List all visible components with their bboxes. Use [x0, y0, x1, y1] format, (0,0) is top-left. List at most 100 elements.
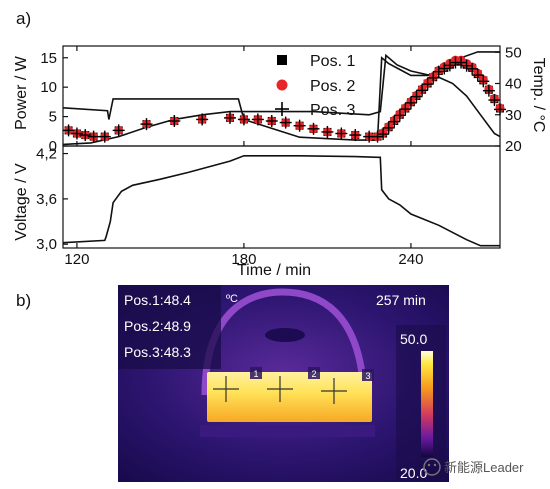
- ambient-temp-curve: [62, 53, 501, 146]
- pos3-point: [87, 130, 100, 143]
- readout-pos2: Pos.2:48.9: [124, 318, 191, 334]
- watermark: 新能源Leader: [423, 458, 524, 476]
- panel-a-label: a): [16, 9, 31, 28]
- pos3-point: [477, 75, 490, 88]
- pos3-point: [70, 127, 83, 140]
- pos3-point: [427, 71, 440, 84]
- pos3-point: [377, 128, 390, 141]
- pos3-point: [404, 96, 417, 109]
- watermark-text: 新能源Leader: [444, 460, 524, 475]
- wechat-icon: [423, 458, 441, 476]
- axes-layer: 0 5 10 15 20 30 40 50 3,0 3,6 4,2 120 180 240: [36, 44, 522, 268]
- pos3-point: [112, 124, 125, 137]
- holder-opening: [265, 328, 305, 342]
- color-scale-bar: [421, 351, 433, 457]
- series-layer: [62, 51, 506, 247]
- probe-3-tag: 3: [365, 371, 370, 381]
- pos3-point: [168, 115, 181, 127]
- pos3-point: [140, 118, 153, 131]
- temp-axis-title: Temp. / °C: [530, 58, 547, 133]
- pos3-point: [388, 115, 401, 128]
- pos3-point: [410, 90, 423, 103]
- probe-1-tag: 1: [253, 369, 258, 379]
- pos3-point: [382, 121, 395, 134]
- power-curve: [62, 51, 500, 141]
- pos3-point: [196, 113, 209, 126]
- cell-base: [200, 425, 375, 437]
- legend-pos3-marker: [275, 102, 289, 116]
- pos3-point: [293, 119, 306, 132]
- pos3-point: [393, 109, 406, 122]
- probe-2-tag: 2: [311, 369, 316, 379]
- temp-tick-label: 40: [505, 76, 522, 93]
- legend: Pos. 1 Pos. 2 Pos. 3: [275, 53, 355, 119]
- voltage-tick-label: 3,0: [36, 236, 57, 253]
- pos3-point: [438, 62, 451, 75]
- pos3-point: [371, 130, 384, 143]
- pos3-point: [251, 113, 264, 126]
- pos3-point: [279, 116, 292, 129]
- pos3-point: [349, 129, 362, 142]
- legend-pos2-marker: [276, 79, 288, 91]
- time-axis-title: Time / min: [237, 262, 311, 279]
- pos3-point: [416, 84, 429, 97]
- probe-3: [321, 378, 347, 404]
- power-tick-label: 10: [40, 79, 57, 96]
- pos3-point: [471, 69, 484, 82]
- pos3-point: [98, 130, 111, 143]
- pos3-point: [224, 111, 237, 124]
- voltage-axis-title: Voltage / V: [13, 163, 30, 241]
- legend-pos1-label: Pos. 1: [310, 53, 355, 70]
- pos3-point: [455, 56, 468, 69]
- probe-2: [267, 376, 293, 402]
- pos3-point: [443, 59, 456, 72]
- panel-b-label: b): [16, 291, 31, 310]
- thermal-image: 1 2 3 Pos.1:48.4 Pos.2:48.9 Pos.3:48.3 º…: [118, 285, 449, 482]
- legend-pos1-marker: [277, 55, 287, 65]
- unit-label: ºC: [226, 293, 238, 305]
- time-tick-label: 240: [398, 251, 423, 268]
- readout-pos3: Pos.3:48.3: [124, 344, 191, 360]
- probe-1-tag-bg: [250, 367, 262, 379]
- voltage-curve: [62, 155, 500, 247]
- pos3-point: [321, 125, 334, 138]
- pos3-point: [421, 78, 434, 91]
- pos3-point: [482, 84, 495, 97]
- pos3-point: [307, 122, 320, 135]
- pos3-point: [265, 115, 278, 127]
- pos3-point: [237, 113, 250, 126]
- temp-tick-label: 20: [505, 138, 522, 155]
- pos3-point: [335, 127, 348, 140]
- probe-3-tag-bg: [362, 369, 374, 381]
- pos3-point: [466, 62, 479, 75]
- readout-panel: [118, 285, 221, 369]
- voltage-tick-label: 3,6: [36, 191, 57, 208]
- temp-tick-label: 30: [505, 107, 522, 124]
- battery-cell: [207, 372, 372, 422]
- power-tick-label: 5: [49, 109, 57, 126]
- scale-max-label: 50.0: [400, 331, 427, 347]
- pos3-point: [432, 65, 445, 78]
- pos3-point: [399, 103, 412, 116]
- legend-pos2-label: Pos. 2: [310, 78, 355, 95]
- power-axis-title: Power / W: [13, 55, 30, 130]
- scale-min-label: 20.0: [400, 465, 427, 481]
- probe-2-tag-bg: [308, 367, 320, 379]
- temp-tick-label: 50: [505, 44, 522, 61]
- power-tick-label: 0: [49, 138, 57, 155]
- pos3-point: [494, 103, 506, 116]
- pos3-point: [488, 94, 501, 107]
- time-tick-label: 120: [64, 251, 89, 268]
- time-readout: 257 min: [376, 292, 426, 308]
- voltage-tick-label: 4,2: [36, 146, 57, 163]
- probe-1: [213, 376, 239, 402]
- legend-pos3-label: Pos. 3: [310, 102, 355, 119]
- readout-pos1: Pos.1:48.4: [124, 292, 191, 308]
- pos3-point: [62, 124, 75, 137]
- pos3-point: [79, 129, 92, 142]
- time-tick-label: 180: [231, 251, 256, 268]
- pos3-point: [460, 59, 473, 72]
- power-tick-label: 15: [40, 50, 57, 67]
- bottom-plot-frame: [62, 145, 501, 249]
